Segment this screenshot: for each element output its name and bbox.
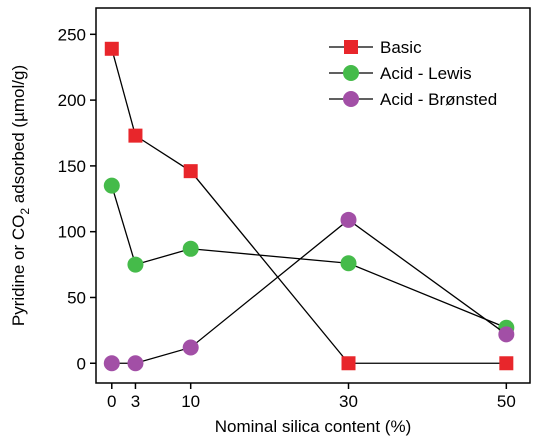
data-point [103,355,120,372]
x-tick-label: 3 [131,392,140,411]
x-axis: 0 3 10 30 50 [107,383,516,411]
data-point [103,177,120,194]
plot-border [95,7,531,384]
legend-marker [343,91,359,107]
legend-item: Acid - Brønsted [329,90,497,109]
data-point [341,356,356,371]
data-point [183,164,198,179]
data-point [498,326,515,343]
legend: Basic Acid - Lewis Acid - Brønsted [329,38,497,109]
series-line [111,185,507,329]
y-tick-label: 50 [67,288,86,307]
y-tick-label: 250 [58,25,86,44]
y-axis-title-subscript: 2 [18,208,32,215]
x-tick-label: 10 [181,392,200,411]
series-line [111,219,507,364]
plot-frame [95,7,531,384]
data-point [128,128,143,143]
series-acid-lewis [103,177,515,336]
x-tick-label: 50 [497,392,516,411]
series-basic [104,41,514,371]
legend-marker [343,65,359,81]
data-point [127,256,144,273]
y-axis: 0 50 100 150 200 250 [58,25,96,373]
y-axis-title-suffix: adsorbed (µmol/g) [9,65,28,208]
data-point [182,240,199,257]
legend-item: Basic [329,38,422,57]
y-tick-label: 100 [58,223,86,242]
x-tick-label: 30 [339,392,358,411]
data-point [182,339,199,356]
x-axis-title: Nominal silica content (%) [215,417,412,436]
legend-label: Acid - Lewis [380,64,472,83]
y-tick-label: 150 [58,157,86,176]
series-acid-br-nsted [103,211,515,372]
y-tick-label: 0 [77,354,86,373]
y-axis-title-prefix: Pyridine or CO [9,215,28,326]
legend-marker [344,40,358,54]
data-point [340,211,357,228]
legend-label: Acid - Brønsted [380,90,497,109]
series-layer [103,41,515,372]
y-axis-title: Pyridine or CO2 adsorbed (µmol/g) [9,65,32,326]
legend-label: Basic [380,38,422,57]
legend-item: Acid - Lewis [329,64,472,83]
data-point [499,356,514,371]
data-point [340,255,357,272]
data-point [127,355,144,372]
x-tick-label: 0 [107,392,116,411]
data-point [104,41,119,56]
y-tick-label: 200 [58,91,86,110]
